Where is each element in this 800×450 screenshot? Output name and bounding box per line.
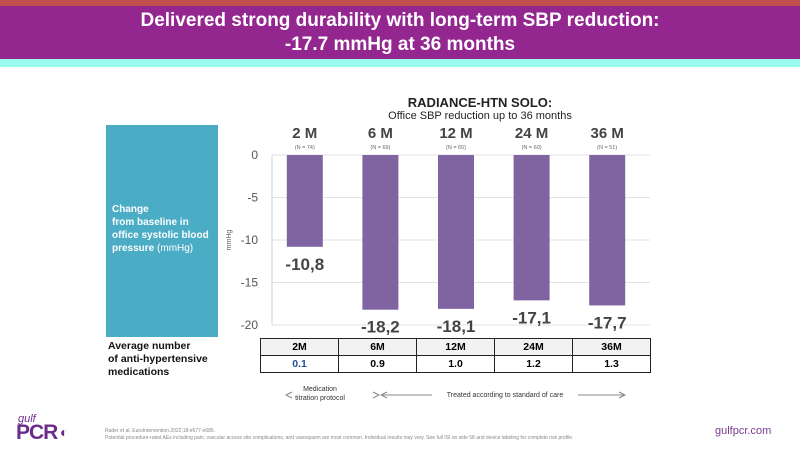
y-tick-label: -20 [241,318,259,332]
bar [589,155,626,306]
med-header-cell: 2M [260,338,339,356]
y-desc-line-1: Change [112,204,149,215]
med-value-cell: 0.1 [260,355,339,373]
logo-pcr: PCR [16,421,58,444]
avg-label-line-1: Average number [108,340,191,352]
left-arrow-icon [284,391,293,399]
disclaimer: Potential procedure-rated AEs including … [105,435,574,441]
y-desc-line-3: office systolic blood [112,230,209,241]
left-arrow-icon [379,391,432,399]
n-label: (N = 65) [446,145,466,151]
category-label: 36 M [591,125,624,142]
avg-label-line-2: of anti-hypertensive [108,353,208,365]
slide-title: Delivered strong durability with long-te… [0,6,800,59]
med-header-cell: 24M [494,338,573,356]
y-tick-label: -10 [241,233,259,247]
medications-table-header: 2M 6M 12M 24M 36M [260,338,651,356]
bar [362,155,399,310]
avg-label-line-3: medications [108,366,170,378]
data-label: -17,7 [588,313,627,332]
chart-subtitle: Office SBP reduction up to 36 months [388,110,572,122]
title-line-2: -17.7 mmHg at 36 months [284,34,516,55]
y-desc-unit: (mmHg) [157,243,194,254]
n-label: (N = 60) [522,145,542,151]
med-header-cell: 12M [416,338,495,356]
med-header-cell: 36M [572,338,651,356]
y-desc-line-2: from baseline in [112,217,189,228]
avg-medications-label: Average number of anti-hypertensive medi… [108,340,248,379]
bar [286,155,323,247]
category-label: 2 M [292,125,317,142]
bar [438,155,474,309]
top-accent-bar [0,0,800,6]
y-description-box [106,125,218,337]
citation: Rader et al. EuroIntervention.2022;18:e6… [105,428,216,434]
title-line-1: Delivered strong durability with long-te… [140,10,660,31]
data-label: -17,1 [512,308,551,327]
title-underline-bar [0,59,800,67]
data-label: -18,2 [361,318,400,337]
n-label: (N = 69) [370,145,390,151]
site-url[interactable]: gulfpcr.com [715,425,772,437]
category-label: 6 M [368,125,393,142]
data-label: -18,1 [437,317,476,336]
medications-table-row: 0.1 0.9 1.0 1.2 1.3 [260,355,651,373]
y-desc-line-4: pressure [112,243,155,254]
y-axis-label: mmHg [226,230,233,251]
bar [513,155,550,301]
y-tick-label: -5 [247,191,258,205]
n-label: (N = 74) [295,145,315,151]
category-label: 12 M [439,125,472,142]
y-tick-label: -15 [241,276,259,290]
medications-table: 2M 6M 12M 24M 36M 0.1 0.9 1.0 1.2 1.3 [260,338,651,373]
med-value-cell: 1.3 [572,355,651,373]
right-arrow-icon [372,391,381,399]
footer-notes: Rader et al. EuroIntervention.2022;18:e6… [105,428,573,442]
category-label: 24 M [515,125,548,142]
logo-gulf-text: gulf [18,413,36,425]
standard-care-note: Treated according to standard of care [446,392,564,399]
med-value-cell: 0.9 [338,355,417,373]
data-label: -10,8 [285,255,324,274]
chart-title: RADIANCE-HTN SOLO: [407,95,553,110]
right-arrow-icon [578,391,627,399]
med-value-cell: 1.0 [416,355,495,373]
y-description-text: Change from baseline in office systolic … [112,203,222,255]
y-tick-label: 0 [251,148,258,162]
n-label: (N = 51) [597,145,617,151]
med-value-cell: 1.2 [494,355,573,373]
logo-mark-icon: ◐ [60,424,69,440]
titration-note: Medication titration protocol [295,386,345,402]
med-header-cell: 6M [338,338,417,356]
